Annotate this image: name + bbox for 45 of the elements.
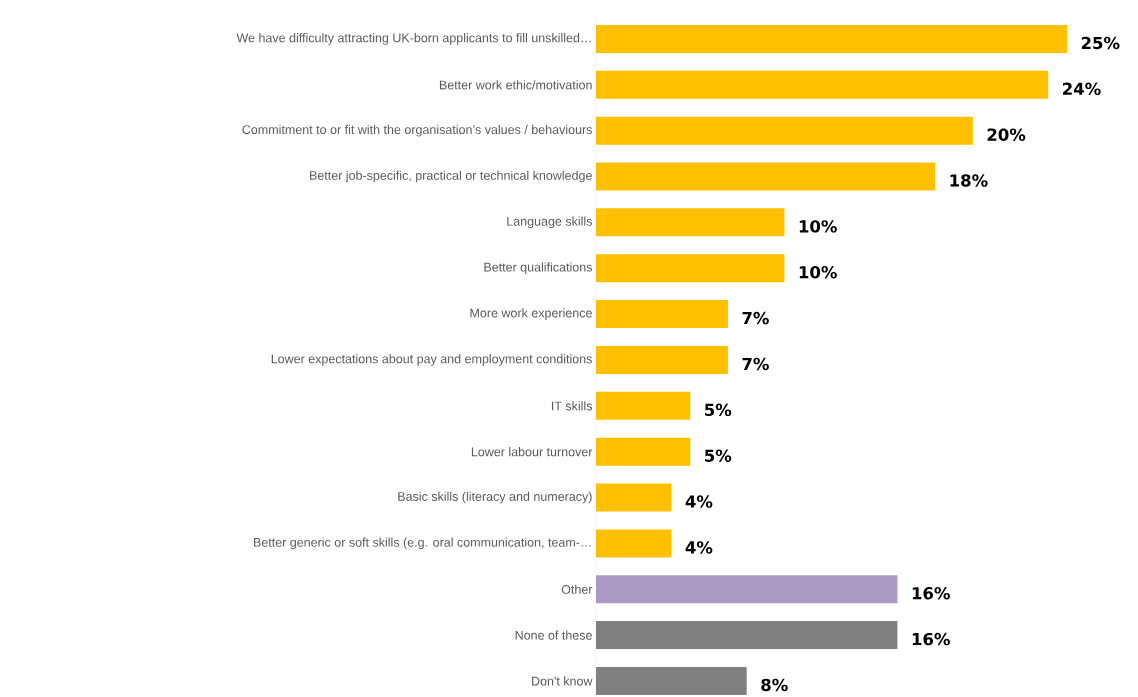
data-label: 20% bbox=[987, 128, 1026, 141]
data-label: 16% bbox=[912, 586, 950, 600]
y-tick-label: Commitment to or fit with the organisation’s values / behaviours bbox=[242, 124, 592, 137]
data-label: 10% bbox=[799, 220, 837, 233]
bar bbox=[596, 162, 936, 191]
data-label: 25% bbox=[1081, 36, 1120, 50]
bar bbox=[596, 300, 728, 328]
y-tick-label: Lower expectations about pay and employment conditions bbox=[271, 354, 592, 366]
bar bbox=[596, 575, 898, 604]
data-label: 4% bbox=[685, 495, 713, 508]
data-label: 5% bbox=[705, 403, 732, 416]
y-tick-label: Language skills bbox=[507, 216, 592, 229]
bar bbox=[596, 254, 785, 283]
bar bbox=[596, 208, 785, 237]
y-tick-label: Better job-specific, practical or technical knowledge bbox=[310, 170, 592, 183]
data-label: 4% bbox=[685, 541, 713, 554]
y-tick-label: Other bbox=[561, 584, 593, 594]
data-label: 16% bbox=[912, 632, 950, 646]
bar bbox=[596, 666, 747, 695]
y-tick-label: Better generic or soft skills (e.g. oral communication, team-… bbox=[254, 537, 591, 550]
data-label: 8% bbox=[761, 678, 788, 692]
y-tick-label: Don't know bbox=[532, 676, 593, 686]
data-label: 10% bbox=[799, 265, 837, 279]
bar bbox=[596, 345, 728, 374]
y-tick-label: More work experience bbox=[470, 308, 592, 320]
y-tick-label: None of these bbox=[515, 630, 592, 640]
y-tick-label: IT skills bbox=[551, 401, 593, 411]
data-label: 5% bbox=[705, 449, 732, 462]
bar bbox=[596, 483, 672, 512]
data-label: 24% bbox=[1063, 82, 1101, 95]
y-tick-label: Lower labour turnover bbox=[471, 446, 593, 457]
bar bbox=[596, 24, 1068, 53]
data-label: 7% bbox=[742, 357, 769, 371]
y-tick-label: Better work ethic/motivation bbox=[439, 80, 592, 90]
y-tick-label: We have difficulty attracting UK-born applicants to fill unskilled… bbox=[236, 33, 591, 45]
y-tick-label: Basic skills (literacy and numeracy) bbox=[398, 491, 592, 504]
bar bbox=[596, 437, 691, 466]
data-label: 18% bbox=[950, 174, 988, 187]
bar bbox=[596, 529, 672, 558]
bar bbox=[596, 621, 898, 650]
bar bbox=[596, 70, 1049, 99]
bar bbox=[596, 116, 973, 145]
data-label: 7% bbox=[742, 311, 769, 325]
y-tick-label: Better qualifications bbox=[484, 262, 592, 274]
bar bbox=[596, 391, 691, 420]
